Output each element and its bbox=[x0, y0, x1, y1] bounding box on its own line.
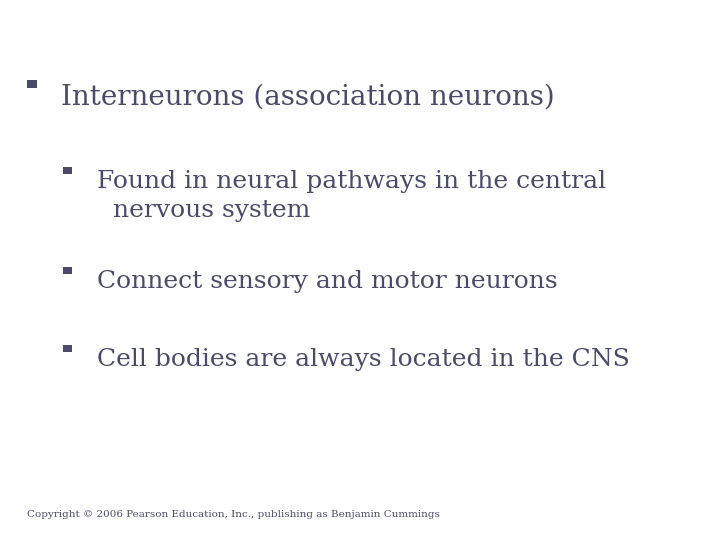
Bar bbox=[27, 80, 37, 88]
Bar bbox=[63, 167, 72, 174]
Text: Connect sensory and motor neurons: Connect sensory and motor neurons bbox=[97, 270, 558, 293]
Text: Cell bodies are always located in the CNS: Cell bodies are always located in the CN… bbox=[97, 348, 630, 372]
Bar bbox=[63, 346, 72, 352]
Bar bbox=[63, 267, 72, 274]
Text: Copyright © 2006 Pearson Education, Inc., publishing as Benjamin Cummings: Copyright © 2006 Pearson Education, Inc.… bbox=[27, 510, 440, 519]
Text: Interneurons (association neurons): Interneurons (association neurons) bbox=[61, 84, 555, 111]
Text: Found in neural pathways in the central
  nervous system: Found in neural pathways in the central … bbox=[97, 170, 606, 221]
